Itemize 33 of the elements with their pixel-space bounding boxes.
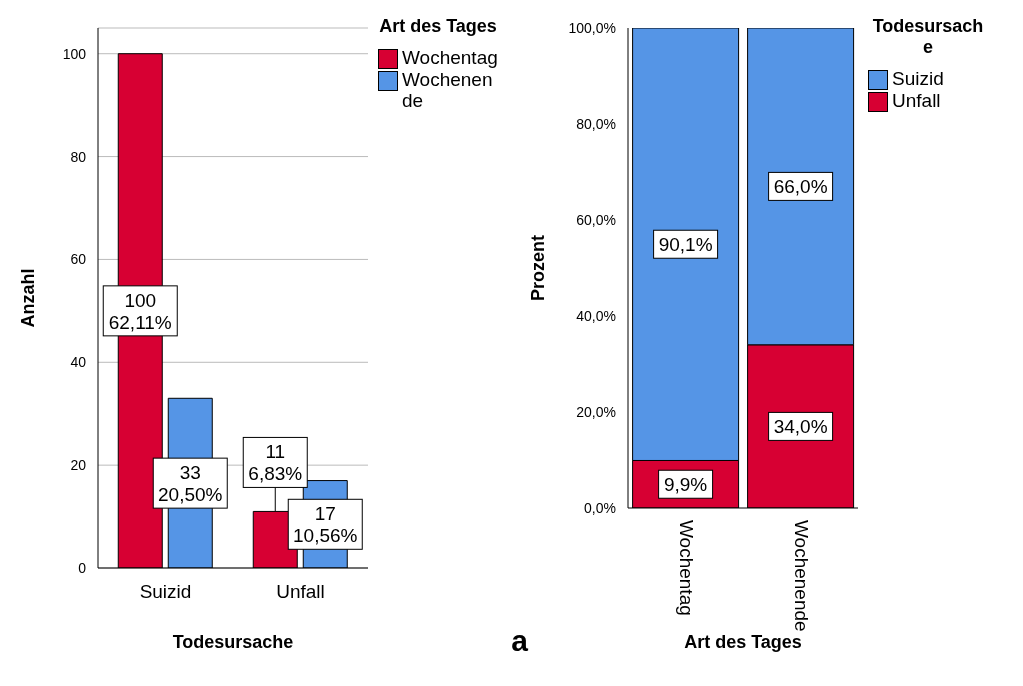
x-tick-label: Wochentag	[675, 520, 697, 616]
y-tick-label: 40	[70, 354, 87, 371]
y-axis-title: Anzahl	[18, 268, 39, 328]
data-label: 11 6,83%	[248, 441, 303, 485]
data-label: 33 20,50%	[158, 462, 223, 506]
y-tick-label: 20	[70, 457, 87, 474]
y-tick-label: 100	[62, 45, 87, 62]
x-tick-label: Wochenende	[790, 520, 812, 632]
y-tick-label: 0,0%	[584, 500, 616, 516]
data-label: 100 62,11%	[108, 289, 172, 333]
data-label: 66,0%	[773, 176, 828, 198]
text: a	[511, 624, 528, 658]
y-tick-label: 0	[78, 560, 87, 576]
data-label: 34,0%	[773, 416, 828, 438]
y-tick-label: 100,0%	[568, 20, 616, 36]
legend-title: Art des Tages	[378, 16, 498, 37]
data-label: 90,1%	[658, 234, 713, 256]
data-label: 17 10,56%	[293, 503, 358, 547]
x-axis-title: Todesursache	[172, 632, 294, 652]
data-label: 9,9%	[663, 474, 708, 496]
y-axis-title: Prozent	[528, 234, 549, 302]
y-tick-label: 60,0%	[576, 212, 616, 228]
legend-label: Unfall	[892, 90, 941, 111]
y-tick-label: 60	[70, 251, 87, 268]
legend-label: Wochentag	[402, 47, 498, 68]
y-tick-label: 80,0%	[576, 116, 616, 132]
legend-label: Wochenende	[402, 69, 494, 111]
y-tick-label: 20,0%	[576, 404, 616, 420]
y-tick-label: 40,0%	[576, 308, 616, 324]
legend-label: Suizid	[892, 68, 944, 89]
y-tick-label: 80	[70, 148, 87, 165]
legend-title: Todesursache	[871, 16, 985, 58]
x-axis-title: Art des Tages	[684, 632, 802, 652]
